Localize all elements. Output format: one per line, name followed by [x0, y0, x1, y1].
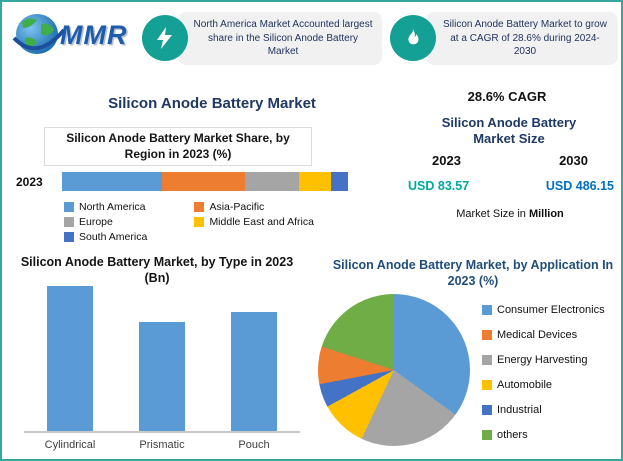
market-size-note-prefix: Market Size in	[456, 208, 526, 220]
legend-swatch	[64, 202, 74, 212]
legend-item: North America	[64, 201, 188, 213]
legend-item: Asia-Pacific	[194, 201, 350, 213]
market-size-value-2023: USD 83.57	[408, 179, 470, 193]
region-chart-title: Silicon Anode Battery Market Share, by R…	[44, 127, 312, 167]
market-size-title: Silicon Anode Battery Market Size	[441, 115, 577, 147]
legend-swatch	[482, 380, 492, 390]
legend-label: Asia-Pacific	[209, 201, 265, 213]
year-start: 2023	[432, 153, 461, 168]
legend-item: Medical Devices	[482, 329, 605, 341]
region-chart: 2023	[16, 172, 348, 191]
banner-north-america-text: North America Market Accounted largest s…	[178, 12, 382, 65]
legend-label: Industrial	[497, 404, 542, 416]
market-size-value-2030: USD 486.15	[545, 179, 614, 193]
legend-item: others	[482, 429, 605, 441]
banner-cagr-text: Silicon Anode Battery Market to grow at …	[426, 12, 618, 65]
lightning-icon	[142, 15, 188, 62]
type-bar	[139, 322, 185, 431]
banner-cagr: Silicon Anode Battery Market to grow at …	[390, 12, 618, 65]
type-labels: Cylindrical Prismatic Pouch	[24, 439, 300, 451]
cagr-stat: 28.6% CAGR	[467, 89, 547, 104]
legend-item: Consumer Electronics	[482, 304, 605, 316]
region-bar-segment	[330, 172, 348, 191]
region-bar-segment	[62, 172, 163, 191]
type-chart-title: Silicon Anode Battery Market, by Type in…	[20, 255, 294, 286]
legend-swatch	[194, 217, 205, 227]
market-size-years: 2023 2030	[432, 153, 588, 168]
mmr-logo: MMR	[10, 8, 127, 62]
legend-item: Middle East and Africa	[194, 216, 350, 228]
region-bar-segment	[162, 172, 246, 191]
legend-swatch	[64, 232, 74, 242]
market-size-values: USD 83.57 USD 486.15	[408, 179, 614, 193]
region-bar-segment	[245, 172, 300, 191]
application-pie	[318, 294, 470, 446]
type-bar	[47, 286, 93, 431]
legend-swatch	[482, 355, 492, 365]
legend-item: Energy Harvesting	[482, 354, 605, 366]
legend-label: Europe	[79, 216, 113, 228]
logo-text: MMR	[60, 19, 128, 50]
legend-item: Europe	[64, 216, 188, 228]
type-bar	[231, 312, 277, 431]
application-legend: Consumer Electronics Medical Devices Energ…	[482, 304, 605, 441]
legend-swatch	[482, 330, 492, 340]
legend-item: Automobile	[482, 379, 605, 391]
legend-label: others	[497, 429, 528, 441]
type-bars	[24, 286, 300, 433]
region-bar	[62, 172, 348, 191]
region-legend: North America Asia-Pacific Europe Middle Ea…	[64, 201, 350, 243]
type-bar-label: Pouch	[238, 439, 270, 451]
region-chart-category: 2023	[16, 174, 43, 189]
legend-label: South America	[79, 231, 148, 243]
legend-swatch	[64, 217, 74, 227]
legend-label: Automobile	[497, 379, 553, 391]
year-end: 2030	[559, 153, 588, 168]
type-bar-label: Cylindrical	[44, 439, 96, 451]
market-size-note-unit: Million	[528, 208, 564, 220]
flame-icon	[390, 15, 436, 62]
legend-label: North America	[79, 201, 146, 213]
banner-north-america: North America Market Accounted largest s…	[142, 12, 382, 65]
legend-item: South America	[64, 231, 188, 243]
region-bar-segment	[299, 172, 331, 191]
application-chart-title: Silicon Anode Battery Market, by Applica…	[332, 258, 614, 289]
legend-swatch	[194, 202, 205, 212]
type-bar-label: Prismatic	[139, 439, 185, 451]
legend-swatch	[482, 305, 492, 315]
legend-label: Energy Harvesting	[497, 354, 588, 366]
legend-item: Industrial	[482, 404, 605, 416]
market-size-note: Market Size in Million	[430, 208, 590, 220]
legend-label: Consumer Electronics	[497, 304, 605, 316]
page-title: Silicon Anode Battery Market	[108, 95, 316, 112]
legend-swatch	[482, 405, 492, 415]
legend-label: Medical Devices	[497, 329, 578, 341]
globe-icon	[12, 14, 66, 54]
legend-label: Middle East and Africa	[209, 216, 314, 228]
legend-swatch	[482, 430, 492, 440]
